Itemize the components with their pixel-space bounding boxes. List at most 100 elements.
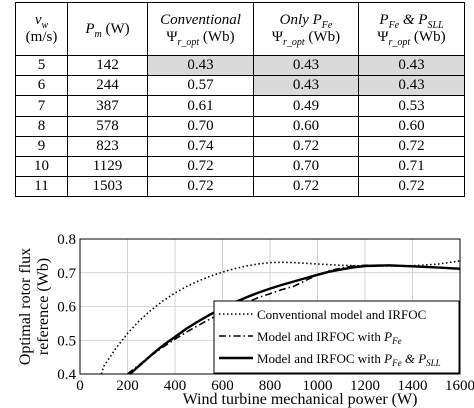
psi-sub-3: r_opt [388, 37, 411, 49]
conv-title: Conventional [160, 12, 241, 29]
plot-frame [79, 238, 461, 375]
optimal-flux-table: vw (m/s) Pm (W) Conventional Ψr_opt (Wb)… [15, 1, 465, 198]
psi-symbol-1: Ψ [166, 29, 178, 46]
cell-vw: 7 [15, 95, 68, 117]
cell-vw: 11 [15, 175, 68, 198]
tick-labels: 0 200 400 600 800 1000 1200 1400 1600 0.4 0.5 0.6 0.… [57, 232, 474, 394]
cell-onlyfe: 0.70 [253, 155, 359, 177]
cell-pm: 244 [67, 75, 148, 97]
cell-onlyfe: 0.49 [253, 95, 359, 117]
table-row: 6 244 0.57 0.43 0.43 [15, 75, 465, 97]
pm-unit: (W) [101, 20, 130, 37]
vw-symbol: v [34, 12, 42, 29]
x-tick-label: 1000 [303, 378, 333, 394]
cell-fesll: 0.72 [358, 175, 465, 198]
flux-chart: 0 200 400 600 800 1000 1200 1400 1600 0.4 0.5 0.6 0.… [17, 232, 474, 408]
pm-sub: m [94, 28, 102, 40]
cell-conv: 0.70 [147, 115, 254, 137]
legend-fesll-amp: & [402, 351, 419, 366]
cell-onlyfe: 0.60 [253, 115, 359, 137]
psi-sub-2: r_opt [283, 37, 305, 49]
cell-conv: 0.43 [147, 55, 254, 77]
legend-fesll-sub2: SLL [426, 358, 441, 368]
y-tick-label: 0.4 [57, 367, 76, 383]
table-row: 7 387 0.61 0.49 0.53 [15, 95, 465, 117]
cell-pm: 578 [67, 115, 148, 137]
x-tick-label: 800 [259, 378, 282, 394]
vw-unit: (m/s) [25, 29, 58, 46]
cell-pm: 1503 [67, 175, 148, 198]
psi-symbol-2: Ψ [271, 29, 283, 46]
cell-fesll: 0.72 [358, 135, 465, 157]
table-row: 9 823 0.74 0.72 0.72 [15, 135, 465, 157]
legend-fe-symbol: P [383, 329, 392, 344]
y-tick-label: 0.8 [57, 232, 76, 248]
x-tick-label: 600 [211, 378, 234, 394]
x-axis-label: Wind turbine mechanical power (W) [183, 391, 418, 408]
header-mech-power: Pm (W) [67, 1, 148, 57]
table-row: 8 578 0.70 0.60 0.60 [15, 115, 465, 137]
legend-label-fe: Model and IRFOC with PFe [257, 329, 402, 346]
psi-unit-3: (Wb) [410, 29, 446, 46]
legend-fesll-symbol: P [383, 351, 392, 366]
cell-onlyfe: 0.43 [253, 55, 359, 77]
legend-fe-sub: Fe [391, 336, 402, 346]
cell-fesll: 0.43 [358, 55, 465, 77]
cell-vw: 10 [15, 155, 68, 177]
legend-fesll-sub1: Fe [391, 358, 402, 368]
cell-pm: 387 [67, 95, 148, 117]
pfe-sub-1: Fe [321, 20, 333, 32]
legend-fesll-prefix: Model and IRFOC with [257, 351, 384, 366]
pfe-symbol-2: P [379, 12, 389, 29]
cell-conv: 0.57 [147, 75, 254, 97]
x-tick-label: 1400 [398, 378, 428, 394]
amp: & [399, 12, 419, 29]
cell-fesll: 0.53 [358, 95, 465, 117]
only-prefix: Only [279, 12, 313, 29]
pfe-sub-2: Fe [388, 20, 400, 32]
legend-label-conv: Conventional model and IRFOC [257, 307, 426, 322]
table-row: 11 1503 0.72 0.72 0.72 [15, 175, 465, 198]
cell-fesll: 0.60 [358, 115, 465, 137]
header-conventional: Conventional Ψr_opt (Wb) [147, 1, 254, 57]
cell-pm: 1129 [67, 155, 148, 177]
y-axis-label-line2: reference (Wb) [35, 258, 52, 355]
x-tick-label: 1600 [445, 378, 474, 394]
legend: Conventional model and IRFOC Model and I… [213, 300, 460, 374]
pfe-symbol-1: P [312, 12, 322, 29]
cell-fesll: 0.43 [358, 75, 465, 97]
header-pfe-psll: PFe & PSLL Ψr_opt (Wb) [358, 1, 465, 57]
psll-symbol: P [418, 12, 428, 29]
table-header-row: vw (m/s) Pm (W) Conventional Ψr_opt (Wb)… [15, 1, 465, 57]
psi-unit-1: (Wb) [199, 29, 235, 46]
cell-pm: 142 [67, 55, 148, 77]
cell-conv: 0.61 [147, 95, 254, 117]
header-wind-speed: vw (m/s) [15, 1, 68, 57]
cell-onlyfe: 0.43 [253, 75, 359, 97]
legend-box [213, 300, 460, 374]
psi-sub-1: r_opt [177, 37, 200, 49]
legend-fe-prefix: Model and IRFOC with [257, 329, 384, 344]
x-tick-label: 0 [76, 378, 84, 394]
psll-sub: SLL [427, 20, 444, 32]
psi-symbol-3: Ψ [377, 29, 389, 46]
x-tick-label: 200 [116, 378, 139, 394]
legend-label-fesll: Model and IRFOC with PFe & PSLL [257, 351, 441, 368]
pm-symbol: P [85, 20, 95, 37]
cell-vw: 6 [15, 75, 68, 97]
cell-conv: 0.74 [147, 135, 254, 157]
y-tick-label: 0.7 [57, 266, 76, 282]
series-layer [100, 260, 461, 375]
cell-conv: 0.72 [147, 175, 254, 198]
cell-fesll: 0.71 [358, 155, 465, 177]
vw-sub: w [41, 20, 49, 32]
x-tick-label: 1200 [350, 378, 380, 394]
cell-pm: 823 [67, 135, 148, 157]
cell-vw: 8 [15, 115, 68, 137]
table-row: 5 142 0.43 0.43 0.43 [15, 55, 465, 77]
x-tick-label: 400 [164, 378, 187, 394]
header-only-pfe: Only PFe Ψr_opt (Wb) [253, 1, 359, 57]
table-row: 10 1129 0.72 0.70 0.71 [15, 155, 465, 177]
y-tick-label: 0.5 [57, 333, 76, 349]
cell-vw: 5 [15, 55, 68, 77]
